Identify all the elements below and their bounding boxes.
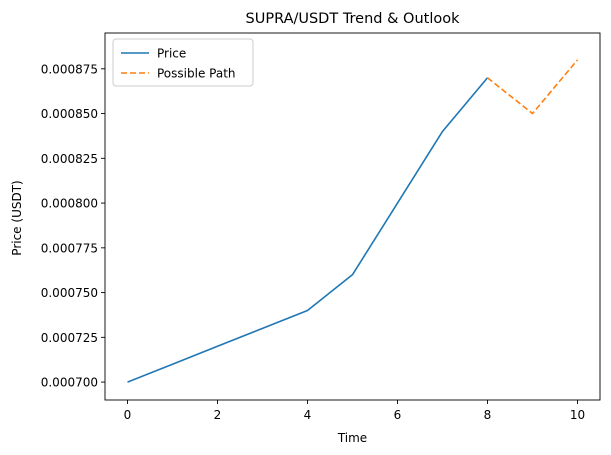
series-line-0 — [127, 77, 489, 383]
x-tick-label: 6 — [394, 408, 402, 422]
x-tick-label: 2 — [214, 408, 222, 422]
y-tick-label: 0.000800 — [41, 197, 98, 211]
y-tick-label: 0.000700 — [41, 376, 98, 390]
series-line-1 — [487, 59, 579, 115]
legend-box — [112, 38, 254, 87]
x-tick-label: 8 — [484, 408, 492, 422]
x-tick-label: 4 — [304, 408, 312, 422]
y-tick-label: 0.000750 — [41, 286, 98, 300]
legend-label: Possible Path — [157, 67, 236, 81]
x-tick-label: 0 — [124, 408, 132, 422]
axes-frame — [104, 32, 601, 401]
y-axis-label: Price (USDT) — [10, 180, 24, 255]
y-tick-label: 0.000825 — [41, 152, 98, 166]
chart-title: SUPRA/USDT Trend & Outlook — [246, 11, 461, 27]
x-tick-label: 10 — [570, 408, 585, 422]
y-tick-label: 0.000725 — [41, 331, 98, 345]
y-tick-label: 0.000875 — [41, 62, 98, 76]
plot-area: 0 2 4 6 8 10 0.000700 0.000725 0.000750 0.000775 0… — [41, 32, 601, 422]
y-tick-label: 0.000850 — [41, 107, 98, 121]
y-tick-label: 0.000775 — [41, 241, 98, 255]
x-axis-label: Time — [337, 431, 367, 445]
legend-label: Price — [157, 47, 186, 61]
legend: Price Possible Path — [112, 38, 254, 87]
